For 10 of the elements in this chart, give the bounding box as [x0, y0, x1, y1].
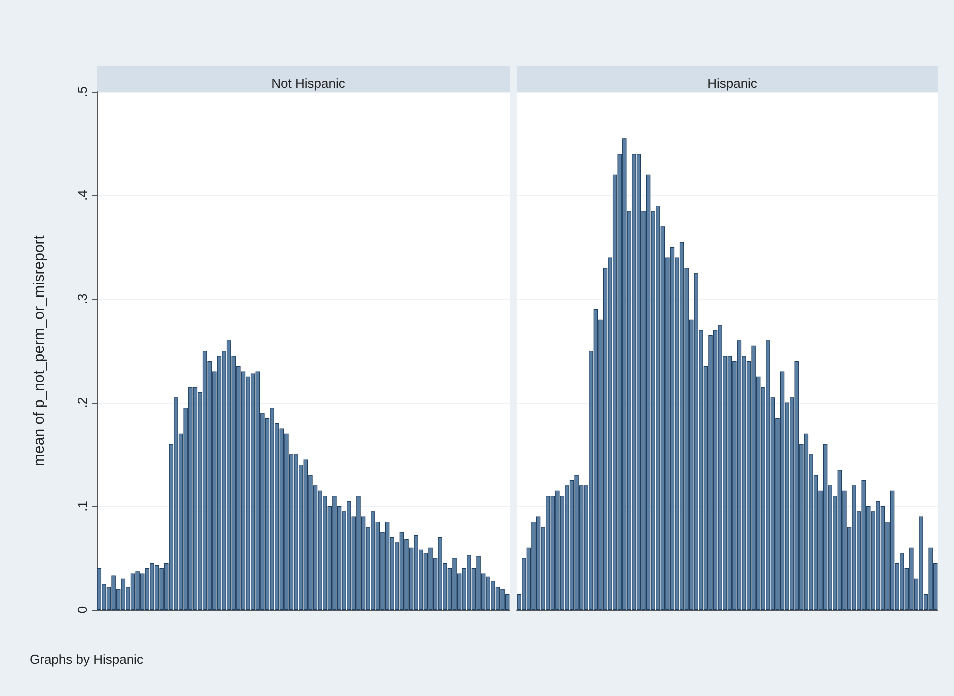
y-tick-label: .4 — [75, 190, 90, 202]
y-axis-title: mean of p_not_perm_or_misreport — [31, 234, 48, 466]
chart-title: Hispanic — [708, 76, 758, 91]
y-tick-label: .2 — [75, 397, 90, 408]
chart-title: Not Hispanic — [272, 76, 346, 91]
y-tick-label: 0 — [75, 606, 90, 614]
y-tick-label: .3 — [75, 294, 90, 305]
y-tick-label: .1 — [75, 500, 90, 512]
y-tick-label: .5 — [75, 86, 90, 98]
text: Graphs by Hispanic — [30, 652, 144, 667]
